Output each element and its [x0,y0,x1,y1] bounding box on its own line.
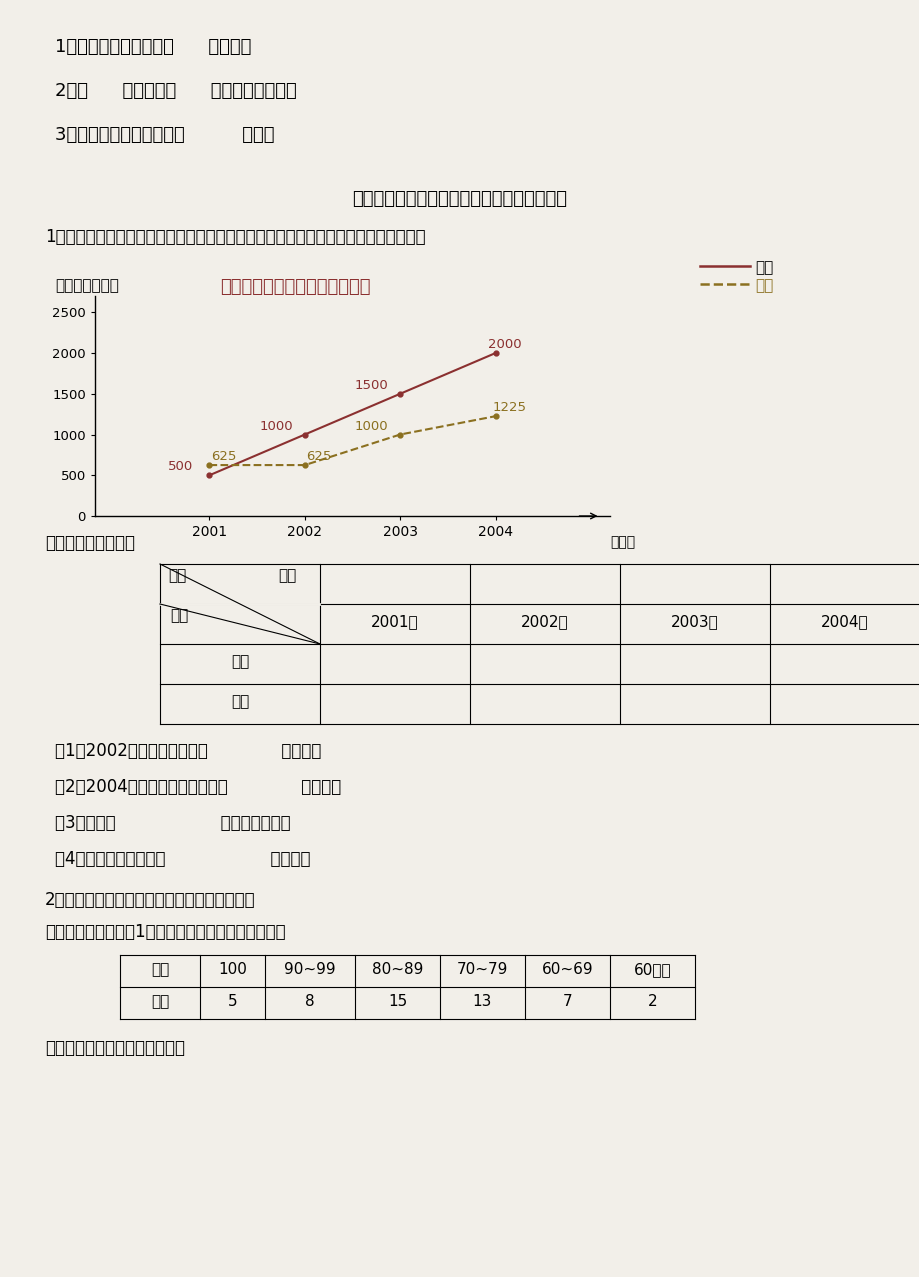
Text: 下面是五星小学四（1）班一次数学考试成绩统计表：: 下面是五星小学四（1）班一次数学考试成绩统计表： [45,923,285,941]
Text: 60以下: 60以下 [633,962,671,977]
Text: 3．六个月一共生产汽车（          ）辆。: 3．六个月一共生产汽车（ ）辆。 [55,126,274,144]
Text: 一厂: 一厂 [754,261,772,275]
Text: 625: 625 [306,451,332,464]
Text: （4）一厂四年总产值（                    ）万元。: （4）一厂四年总产值（ ）万元。 [55,850,311,868]
Text: 1．产量增加最多的是（      ）月份。: 1．产量增加最多的是（ ）月份。 [55,38,251,56]
Text: 二厂: 二厂 [231,693,249,709]
Text: 厂名: 厂名 [170,608,188,623]
Text: 人数: 人数 [151,994,169,1009]
Text: 500: 500 [168,461,193,474]
Text: 80~89: 80~89 [371,962,423,977]
Text: （1）2002年两厂总产量共（              ）万元，: （1）2002年两厂总产量共（ ）万元， [55,742,321,760]
Text: 625: 625 [210,451,236,464]
Text: 8: 8 [305,994,314,1009]
Text: 2、（情境题）根据统计表完成统计图及问题。: 2、（情境题）根据统计表完成统计图及问题。 [45,891,255,909]
Text: 1225: 1225 [493,401,527,414]
Text: 90~99: 90~99 [284,962,335,977]
Text: 年份: 年份 [278,568,296,584]
Text: 60~69: 60~69 [541,962,593,977]
Text: 2．（      ）月份与（      ）月份产量相同。: 2．（ ）月份与（ ）月份产量相同。 [55,82,297,100]
Text: （3）二厂（                    ）年增长最快。: （3）二厂（ ）年增长最快。 [55,813,290,833]
Text: 二厂: 二厂 [754,278,772,292]
Text: 根据统计表制成合适的统计图。: 根据统计表制成合适的统计图。 [45,1039,185,1057]
Text: 探究拓展能力强化训练与应用综合能力的养成: 探究拓展能力强化训练与应用综合能力的养成 [352,190,567,208]
Text: （单位：万元）: （单位：万元） [55,278,119,292]
Text: 分数: 分数 [151,962,169,977]
Text: 1．（图表题）根据统计图完成统计填空。下图是某工厂工业产值增长的情况统计图：: 1．（图表题）根据统计图完成统计填空。下图是某工厂工业产值增长的情况统计图： [45,229,425,246]
Text: 1500: 1500 [355,379,388,392]
Text: （年）: （年） [609,535,634,549]
Text: 某工厂工业产值增长情况统计图: 某工厂工业产值增长情况统计图 [220,278,370,296]
Text: 7: 7 [562,994,572,1009]
Text: 2002年: 2002年 [521,614,568,630]
Text: 2: 2 [647,994,656,1009]
Text: （2）2004年一厂比二厂产值多（              ）万元，: （2）2004年一厂比二厂产值多（ ）万元， [55,778,341,796]
Text: 15: 15 [388,994,407,1009]
Text: 100: 100 [218,962,246,977]
Text: 13: 13 [472,994,492,1009]
Text: 根据此图编制统计表: 根据此图编制统计表 [45,534,135,552]
Text: 1000: 1000 [355,420,388,433]
Text: 2004年: 2004年 [821,614,868,630]
Text: 70~79: 70~79 [457,962,507,977]
Text: 2001年: 2001年 [370,614,418,630]
Text: 1000: 1000 [259,420,292,433]
Text: 2000: 2000 [488,338,521,351]
Text: 总值: 总值 [168,568,186,584]
Text: 一厂: 一厂 [231,654,249,669]
Text: 2003年: 2003年 [670,614,718,630]
Text: 5: 5 [227,994,237,1009]
